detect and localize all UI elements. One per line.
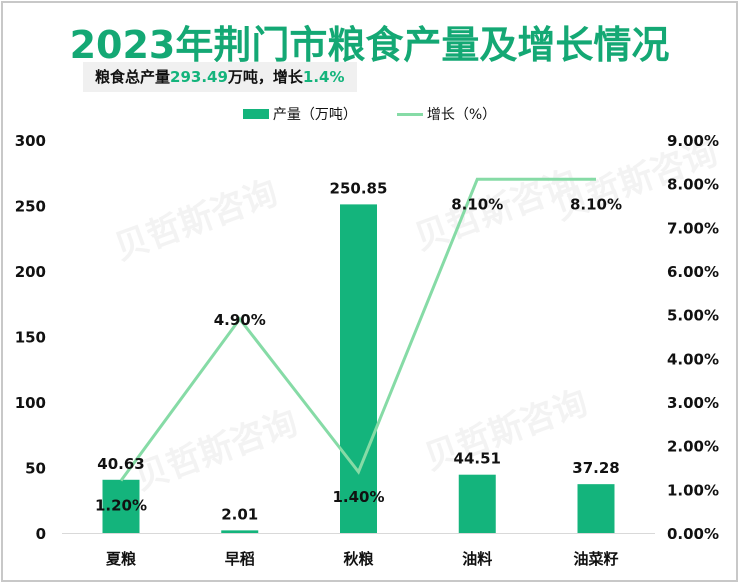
bar[interactable] (577, 484, 615, 533)
line-value-label: 8.10% (570, 195, 622, 213)
left-axis-tick: 150 (15, 329, 46, 347)
line-value-label: 4.90% (214, 311, 266, 329)
right-axis-tick: 5.00% (667, 307, 719, 325)
left-axis-tick: 200 (15, 263, 46, 281)
line-swatch-icon (396, 112, 423, 116)
legend-item-growth[interactable]: 增长（%） (396, 104, 497, 124)
left-axis-tick: 250 (15, 198, 46, 216)
summary-total: 293.49 (170, 68, 228, 86)
watermark-text: 贝哲斯咨询 (129, 403, 302, 499)
bar-value-label: 37.28 (572, 459, 619, 477)
summary-growth: 1.4% (302, 68, 345, 86)
category-label: 油菜籽 (573, 550, 618, 568)
right-axis-tick: 1.00% (667, 481, 719, 499)
line-value-label: 1.40% (332, 488, 384, 506)
line-value-label: 8.10% (451, 195, 503, 213)
bar[interactable] (221, 530, 259, 533)
legend: 产量（万吨） 增长（%） (0, 104, 739, 124)
legend-label-growth: 增长（%） (426, 107, 497, 123)
right-axis-tick: 0.00% (667, 525, 719, 543)
left-axis-tick: 300 (15, 132, 46, 150)
line-value-label: 1.20% (95, 497, 147, 515)
right-axis-tick: 2.00% (667, 438, 719, 456)
right-axis-tick: 4.00% (667, 350, 719, 368)
category-label: 夏粮 (105, 550, 137, 568)
x-axis-labels: 夏粮 早稻 秋粮 油料 油菜籽 (105, 550, 619, 568)
watermark-text: 贝哲斯咨询 (419, 383, 592, 479)
summary-middle: 万吨，增长 (227, 68, 303, 86)
right-axis-tick: 8.00% (667, 176, 719, 194)
right-axis: 0.00% 1.00% 2.00% 3.00% 4.00% 5.00% 6.00% 7.00%… (667, 132, 719, 543)
right-axis-tick: 3.00% (667, 394, 719, 412)
growth-line[interactable] (119, 177, 596, 482)
line-series (119, 177, 596, 482)
bar-value-label: 250.85 (330, 179, 388, 197)
bar-swatch-icon (242, 109, 269, 119)
bar-value-label: 44.51 (454, 450, 501, 468)
left-axis-tick: 0 (36, 525, 46, 543)
right-axis-tick: 9.00% (667, 132, 719, 150)
category-label: 油料 (462, 550, 492, 568)
right-axis-tick: 6.00% (667, 263, 719, 281)
left-axis-tick: 50 (25, 460, 46, 478)
line-data-labels: 1.20% 4.90% 1.40% 8.10% 8.10% (95, 195, 622, 514)
bar-value-label: 2.01 (221, 505, 258, 523)
watermark-text: 贝哲斯咨询 (109, 173, 282, 269)
left-axis: 0 50 100 150 200 250 300 (15, 132, 46, 543)
left-axis-tick: 100 (15, 394, 46, 412)
bar[interactable] (340, 204, 377, 533)
chart-title: 2023年荆门市粮食产量及增长情况 (69, 23, 670, 67)
category-label: 早稻 (225, 550, 255, 568)
summary-prefix: 粮食总产量 (95, 68, 171, 86)
summary-box: 粮食总产量293.49万吨，增长1.4% (83, 62, 357, 92)
bar-series (102, 204, 615, 533)
right-axis-tick: 7.00% (667, 219, 719, 237)
bar-value-label: 40.63 (97, 455, 144, 473)
category-label: 秋粮 (343, 550, 374, 568)
bar-data-labels: 40.63 2.01 250.85 44.51 37.28 (97, 179, 619, 523)
legend-label-production: 产量（万吨） (272, 107, 357, 123)
legend-item-production[interactable]: 产量（万吨） (242, 104, 357, 124)
bar[interactable] (458, 474, 496, 533)
bar[interactable] (102, 479, 140, 533)
